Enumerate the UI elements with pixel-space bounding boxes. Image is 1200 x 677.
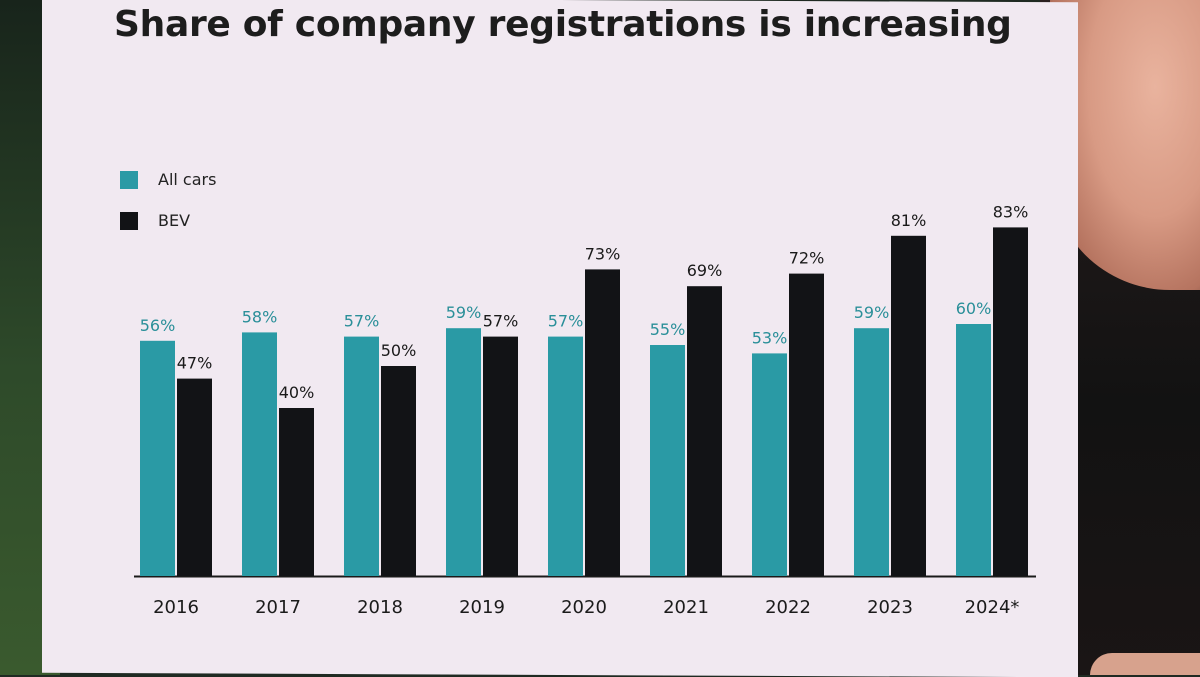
bar-all-cars-2022 <box>752 353 787 576</box>
bar-bev-2017 <box>279 408 314 576</box>
x-tick-label-2017: 2017 <box>255 597 301 618</box>
bar-bev-2023 <box>891 235 926 577</box>
data-label-all-cars-2019: 59% <box>446 303 482 322</box>
data-label-all-cars-2022: 53% <box>752 328 788 347</box>
data-label-all-cars-2018: 57% <box>344 312 380 331</box>
legend-label-bev: BEV <box>158 211 191 230</box>
data-label-bev-2019: 57% <box>483 312 519 331</box>
bar-all-cars-2021 <box>650 345 685 576</box>
data-label-bev-2020: 73% <box>585 244 621 263</box>
bar-all-cars-2016 <box>140 340 175 576</box>
x-tick-label-2023: 2023 <box>867 597 913 618</box>
data-label-bev-2017: 40% <box>279 383 315 402</box>
x-tick-label-2018: 2018 <box>357 597 403 618</box>
data-label-bev-2023: 81% <box>891 211 927 230</box>
legend-item-bev: BEV <box>120 211 190 230</box>
bar-bev-2016 <box>177 378 212 576</box>
legend-label-all-cars: All cars <box>158 170 217 189</box>
data-label-bev-2016: 47% <box>177 354 213 373</box>
data-label-all-cars-2017: 58% <box>242 307 278 326</box>
x-tick-label-2016: 2016 <box>153 597 199 618</box>
data-label-all-cars-2024: 60% <box>956 299 992 318</box>
x-tick-label-2020: 2020 <box>561 597 607 618</box>
data-label-bev-2021: 69% <box>687 261 723 280</box>
bar-bev-2020 <box>585 269 620 576</box>
data-label-all-cars-2016: 56% <box>140 316 176 335</box>
data-label-all-cars-2021: 55% <box>650 320 686 339</box>
legend-swatch-all-cars <box>120 170 138 189</box>
presenter-hand-lower <box>1090 653 1200 675</box>
x-tick-label-2022: 2022 <box>765 597 811 618</box>
chart-title: Share of company registrations is increa… <box>114 4 1012 45</box>
bar-bev-2018 <box>381 366 416 576</box>
data-label-all-cars-2023: 59% <box>854 303 890 322</box>
x-tick-label-2021: 2021 <box>663 597 709 618</box>
legend-item-all-cars: All cars <box>120 170 216 189</box>
data-label-all-cars-2020: 57% <box>548 312 584 331</box>
bar-bev-2024 <box>993 227 1028 576</box>
x-tick-label-2024: 2024* <box>965 597 1020 618</box>
bar-all-cars-2017 <box>242 332 277 576</box>
data-label-bev-2022: 72% <box>789 249 825 268</box>
bar-bev-2022 <box>789 273 824 576</box>
data-label-bev-2024: 83% <box>993 202 1029 221</box>
bar-all-cars-2024 <box>956 324 991 576</box>
bar-bev-2021 <box>687 286 722 576</box>
data-label-bev-2018: 50% <box>381 341 417 360</box>
bar-all-cars-2019 <box>446 328 481 576</box>
x-tick-label-2019: 2019 <box>459 597 505 618</box>
bar-bev-2019 <box>483 336 518 576</box>
bar-all-cars-2023 <box>854 328 889 576</box>
bar-all-cars-2020 <box>548 336 583 576</box>
legend-swatch-bev <box>120 211 138 230</box>
bar-all-cars-2018 <box>344 336 379 576</box>
